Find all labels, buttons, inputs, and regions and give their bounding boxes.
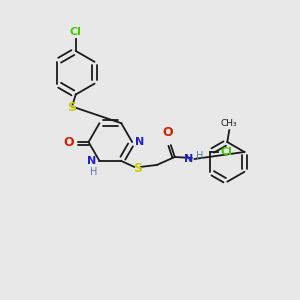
Text: O: O — [63, 136, 74, 148]
Text: O: O — [163, 126, 173, 139]
Text: H: H — [90, 167, 97, 177]
Text: H: H — [196, 151, 203, 161]
Text: Cl: Cl — [70, 27, 82, 37]
Text: S: S — [134, 162, 142, 176]
Text: CH₃: CH₃ — [221, 119, 238, 128]
Text: Cl: Cl — [220, 147, 232, 157]
Text: N: N — [87, 156, 97, 166]
Text: S: S — [67, 101, 76, 114]
Text: N: N — [135, 137, 144, 147]
Text: N: N — [184, 154, 194, 164]
